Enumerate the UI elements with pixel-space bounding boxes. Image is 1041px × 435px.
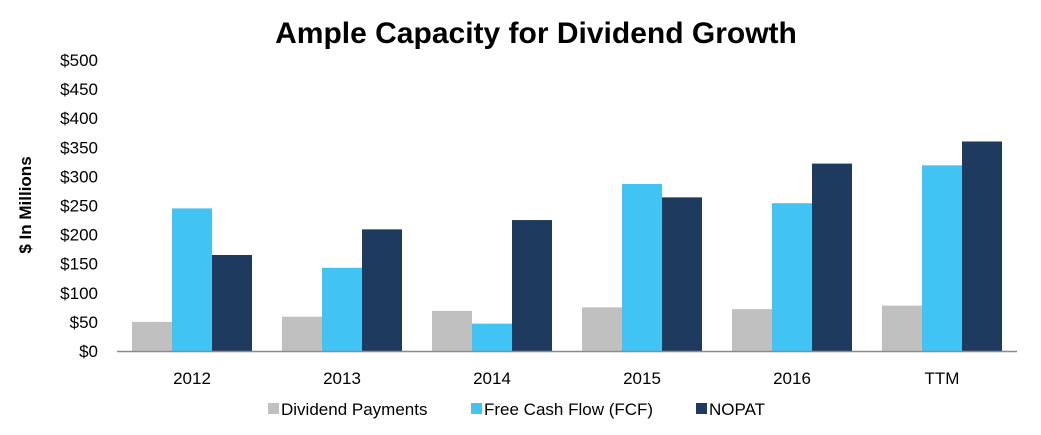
bar-free-cash-flow-fcf-2013	[322, 267, 362, 351]
y-tick-label: $400	[60, 109, 98, 128]
legend-swatch	[471, 403, 482, 414]
x-tick-label: 2016	[773, 369, 811, 388]
bar-nopat-2015	[662, 197, 702, 351]
y-axis-ticks: $0 $50 $100 $150 $200 $250 $300 $350 $400 $450 $50…	[60, 51, 98, 361]
legend-label: NOPAT	[709, 400, 765, 419]
chart-title: Ample Capacity for Dividend Growth	[275, 17, 797, 50]
bar-free-cash-flow-fcf-ttm	[922, 165, 962, 351]
legend-label: Dividend Payments	[281, 400, 427, 419]
legend-swatch	[268, 403, 279, 414]
bar-dividend-payments-2013	[282, 316, 322, 351]
y-axis-label: $ In Millions	[16, 156, 35, 253]
bar-free-cash-flow-fcf-2012	[172, 208, 212, 351]
x-tick-label: TTM	[925, 369, 960, 388]
y-tick-label: $0	[79, 342, 98, 361]
bar-free-cash-flow-fcf-2015	[622, 183, 662, 351]
y-tick-label: $50	[70, 313, 98, 332]
bar-dividend-payments-2014	[432, 310, 472, 351]
bar-nopat-ttm	[962, 141, 1002, 351]
legend-label: Free Cash Flow (FCF)	[484, 400, 653, 419]
bar-dividend-payments-2012	[132, 321, 172, 351]
bar-nopat-2012	[212, 254, 252, 351]
y-tick-label: $150	[60, 255, 98, 274]
bars-group	[132, 141, 1002, 351]
bar-nopat-2013	[362, 229, 402, 351]
x-axis: 2012 2013 2014 2015 2016 TTM	[117, 350, 1017, 388]
y-tick-label: $100	[60, 284, 98, 303]
y-tick-label: $200	[60, 226, 98, 245]
bar-dividend-payments-2016	[732, 309, 772, 351]
bar-nopat-2014	[512, 220, 552, 351]
legend-swatch	[696, 403, 707, 414]
bar-free-cash-flow-fcf-2016	[772, 203, 812, 351]
bar-dividend-payments-2015	[582, 307, 622, 351]
legend: Dividend Payments Free Cash Flow (FCF) NOP…	[268, 400, 765, 419]
bar-free-cash-flow-fcf-2014	[472, 323, 512, 351]
y-tick-label: $450	[60, 80, 98, 99]
y-tick-label: $300	[60, 167, 98, 186]
y-tick-label: $250	[60, 197, 98, 216]
x-tick-label: 2012	[173, 369, 211, 388]
y-tick-label: $500	[60, 51, 98, 70]
x-tick-label: 2014	[473, 369, 511, 388]
bar-dividend-payments-ttm	[882, 305, 922, 351]
bar-nopat-2016	[812, 163, 852, 351]
x-tick-label: 2015	[623, 369, 661, 388]
x-tick-label: 2013	[323, 369, 361, 388]
y-tick-label: $350	[60, 138, 98, 157]
